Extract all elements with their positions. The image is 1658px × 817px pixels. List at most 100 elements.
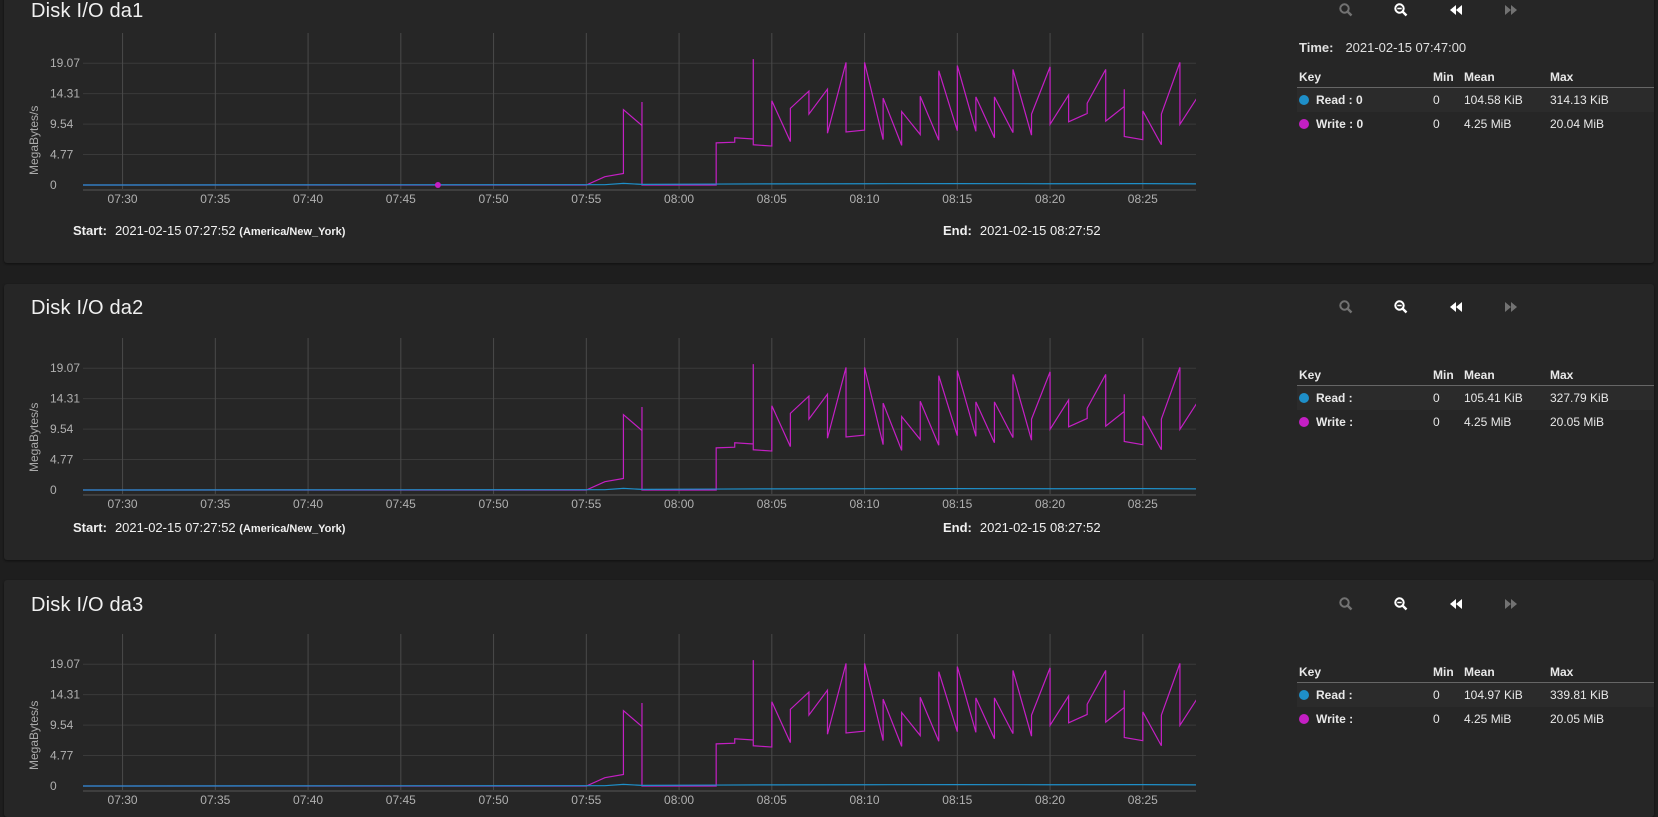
min-value: 0: [1431, 87, 1462, 112]
zoom-out-button[interactable]: [1389, 297, 1413, 317]
x-tick-label: 07:35: [200, 192, 230, 206]
y-tick-label: 19.07: [50, 657, 80, 671]
x-tick-label: 08:05: [757, 497, 787, 511]
step-back-button[interactable]: [1444, 0, 1468, 20]
x-tick-label: 07:45: [386, 192, 416, 206]
col-min: Min: [1431, 366, 1462, 386]
x-tick-label: 08:00: [664, 793, 694, 807]
series-line-read: [83, 487, 1196, 491]
legend-row-read[interactable]: Read : 0 0 104.58 KiB 314.13 KiB: [1297, 87, 1654, 112]
card-title: Disk I/O da3: [31, 594, 144, 616]
chart-card-da2: Disk I/O da2 MegaBytes/s 0 4.77 9.54 14.31 1…: [4, 284, 1654, 560]
plot-area: [83, 660, 1196, 787]
legend-row-write[interactable]: Write : 0 4.25 MiB 20.05 MiB: [1297, 410, 1654, 434]
end-label: End:: [943, 223, 972, 238]
step-forward-button[interactable]: [1499, 297, 1523, 317]
read-dot: [1299, 690, 1309, 700]
start-label: Start:: [73, 223, 107, 238]
mean-value: 104.97 KiB: [1462, 682, 1548, 707]
min-value: 0: [1431, 385, 1462, 410]
end-time: 2021-02-15 08:27:52: [979, 520, 1101, 535]
hover-time: Time: 2021-02-15 07:47:00: [1299, 40, 1466, 55]
x-tick-label: 07:40: [293, 192, 323, 206]
series-line-write: [83, 660, 1196, 787]
x-tick-label: 07:45: [386, 793, 416, 807]
step-forward-icon: [1505, 599, 1517, 609]
legend-row-read[interactable]: Read : 0 105.41 KiB 327.79 KiB: [1297, 385, 1654, 410]
x-tick-label: 07:30: [108, 192, 138, 206]
col-key: Key: [1297, 366, 1431, 386]
zoom-in-button[interactable]: [1334, 594, 1358, 614]
x-tick-label: 08:25: [1128, 793, 1158, 807]
x-tick-label: 08:20: [1035, 793, 1065, 807]
read-dot: [1299, 95, 1309, 105]
zoom-in-button[interactable]: [1334, 297, 1358, 317]
series-key: Read :: [1316, 688, 1353, 702]
step-back-icon: [1450, 5, 1462, 15]
series-key: Read : 0: [1316, 93, 1363, 107]
chart-card-da3: Disk I/O da3 MegaBytes/s 0 4.77 9.54 14.31 1…: [4, 580, 1654, 817]
write-dot: [1299, 417, 1309, 427]
min-value: 0: [1433, 117, 1440, 131]
mean-value: 104.58 KiB: [1462, 87, 1548, 112]
col-key: Key: [1297, 68, 1431, 88]
y-tick-label: 9.54: [50, 422, 74, 436]
y-tick-label: 14.31: [50, 688, 80, 702]
x-tick-label: 07:40: [293, 497, 323, 511]
col-mean: Mean: [1462, 366, 1548, 386]
zoom-out-button[interactable]: [1389, 594, 1413, 614]
col-min: Min: [1431, 663, 1462, 683]
card-title: Disk I/O da2: [31, 297, 144, 319]
series-line-write: [83, 59, 1196, 186]
mean-value: 4.25 MiB: [1464, 117, 1512, 131]
zoom-out-icon: [1394, 300, 1408, 314]
y-tick-label: 0: [50, 779, 57, 793]
y-tick-label: 9.54: [50, 718, 74, 732]
time-label: Time:: [1299, 40, 1334, 55]
disk-io-chart[interactable]: 0 4.77 9.54 14.31 19.07 07:30 07:35 07:40 07:45 0…: [4, 284, 1654, 560]
x-tick-label: 08:25: [1128, 497, 1158, 511]
y-tick-label: 19.07: [50, 56, 80, 70]
y-tick-label: 9.54: [50, 117, 74, 131]
min-value: 0: [1433, 415, 1440, 429]
zoom-in-icon: [1339, 597, 1353, 611]
max-value: 20.05 MiB: [1550, 415, 1605, 429]
step-forward-button[interactable]: [1499, 0, 1523, 20]
min-value: 0: [1433, 712, 1440, 726]
col-max: Max: [1548, 366, 1654, 386]
end-label: End:: [943, 520, 972, 535]
col-max: Max: [1548, 68, 1654, 88]
step-forward-button[interactable]: [1499, 594, 1523, 614]
col-mean: Mean: [1462, 68, 1548, 88]
col-mean: Mean: [1462, 663, 1548, 683]
x-tick-label: 07:40: [293, 793, 323, 807]
legend-row-write[interactable]: Write : 0 0 4.25 MiB 20.04 MiB: [1297, 112, 1654, 136]
zoom-out-button[interactable]: [1389, 0, 1413, 20]
x-tick-label: 07:35: [200, 497, 230, 511]
write-dot: [1299, 714, 1309, 724]
legend-row-write[interactable]: Write : 0 4.25 MiB 20.05 MiB: [1297, 707, 1654, 731]
x-tick-label: 07:50: [479, 793, 509, 807]
disk-io-chart[interactable]: 0 4.77 9.54 14.31 19.07 07:30 07:35 07:40 07:45 0…: [4, 0, 1654, 263]
step-back-button[interactable]: [1444, 297, 1468, 317]
x-tick-label: 08:10: [850, 192, 880, 206]
legend-row-read[interactable]: Read : 0 104.97 KiB 339.81 KiB: [1297, 682, 1654, 707]
x-tick-label: 08:15: [942, 793, 972, 807]
min-value: 0: [1431, 682, 1462, 707]
mean-value: 4.25 MiB: [1464, 415, 1512, 429]
disk-io-chart[interactable]: 0 4.77 9.54 14.31 19.07 07:30 07:35 07:40 07:45 0…: [4, 580, 1654, 817]
series-key: Read :: [1316, 391, 1353, 405]
x-tick-label: 08:15: [942, 497, 972, 511]
x-tick-label: 08:25: [1128, 192, 1158, 206]
series-line-read: [83, 783, 1196, 787]
zoom-in-button[interactable]: [1334, 0, 1358, 20]
series-key: Write :: [1316, 712, 1354, 726]
max-value: 327.79 KiB: [1548, 385, 1654, 410]
mean-value: 4.25 MiB: [1464, 712, 1512, 726]
max-value: 314.13 KiB: [1548, 87, 1654, 112]
end-range: End: 2021-02-15 08:27:52: [943, 520, 1101, 535]
step-back-button[interactable]: [1444, 594, 1468, 614]
x-tick-label: 07:50: [479, 497, 509, 511]
plot-area: [83, 364, 1196, 491]
end-range: End: 2021-02-15 08:27:52: [943, 223, 1101, 238]
